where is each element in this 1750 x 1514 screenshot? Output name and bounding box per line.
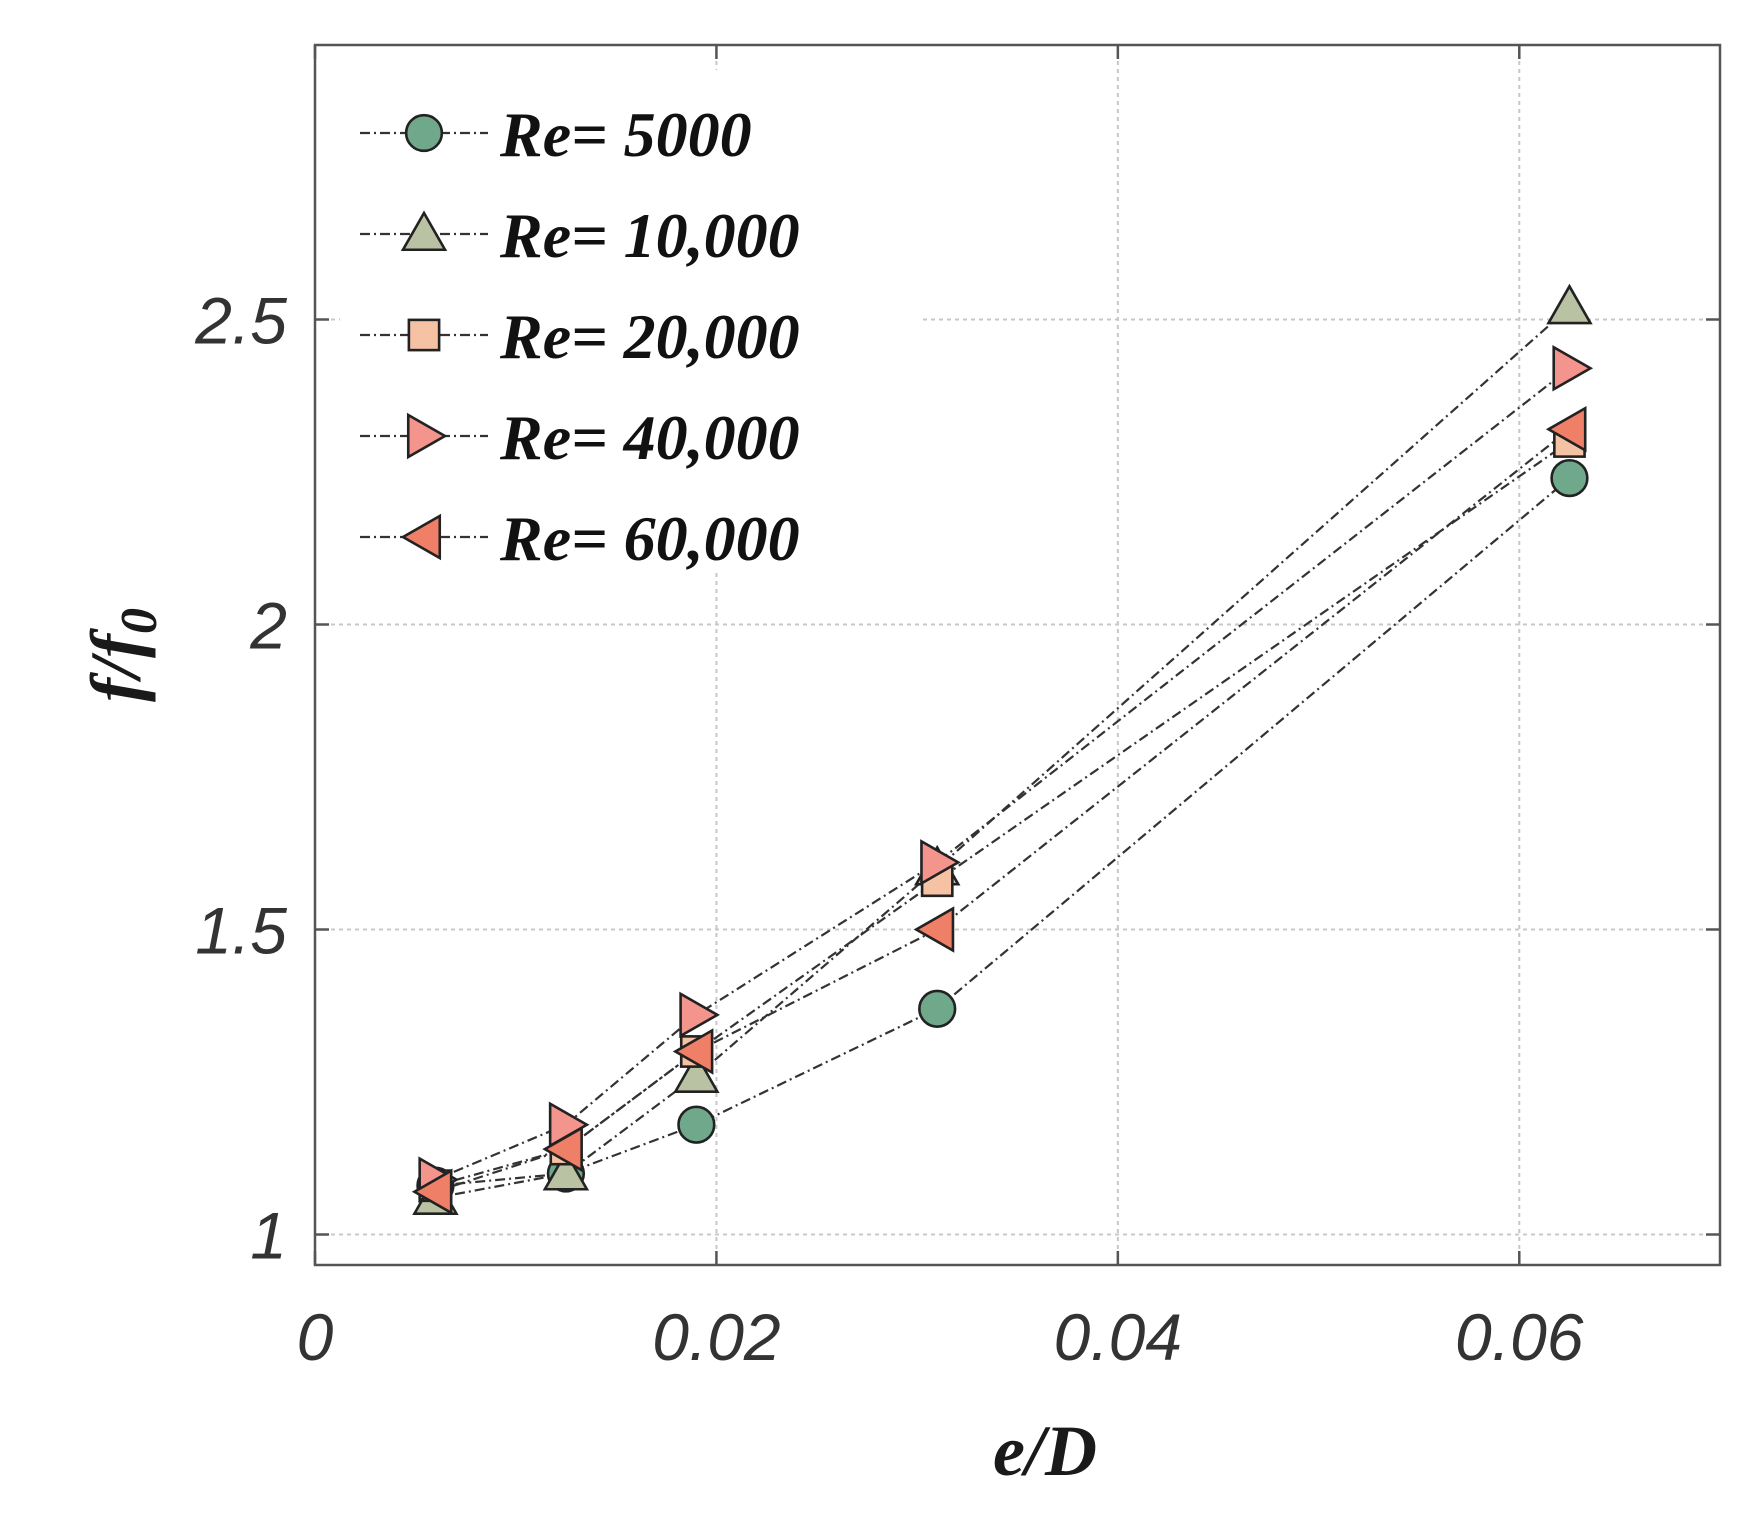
tick-marks [313, 45, 1720, 1265]
y-axis-label-subscript: 0 [111, 608, 168, 634]
data-point-series-3 [1552, 345, 1594, 392]
y-axis-label-main: f/f [76, 628, 156, 702]
series-markers [411, 283, 1594, 1216]
tick-labels: 0 0.02 0.04 0.06 1 1.5 2 2.5 [194, 284, 1584, 1375]
legend-label-0: Re= 5000 [499, 99, 752, 170]
legend-label-4: Re= 60,000 [499, 503, 800, 574]
data-point-series-4 [672, 1028, 714, 1075]
legend-label-1: Re= 10,000 [499, 200, 800, 271]
data-point-series-1 [673, 1052, 720, 1093]
legend-marker-1 [400, 210, 448, 252]
plot-frame [313, 43, 1722, 1267]
data-point-series-0 [1550, 458, 1589, 498]
series-line-0 [435, 477, 1571, 1187]
data-point-series-4 [542, 1125, 583, 1173]
data-point-series-0 [677, 1105, 716, 1144]
data-point-series-4 [1545, 406, 1587, 453]
data-point-series-4 [411, 1168, 453, 1216]
y-tick-label: 2 [249, 589, 287, 663]
x-tick-label: 0.04 [1054, 1300, 1182, 1374]
legend-marker-3 [406, 412, 448, 460]
legend: Re= 5000 Re= 10,000 Re= 20,000 Re= 40,000 Re… [340, 70, 920, 574]
data-point-series-4 [913, 906, 955, 953]
data-point-series-3 [920, 839, 961, 886]
data-point-series-3 [679, 991, 720, 1039]
x-tick-label: 0.06 [1455, 1300, 1584, 1374]
legend-marker-0 [404, 113, 444, 153]
y-tick-label: 1.5 [195, 894, 287, 968]
y-tick-label: 1 [250, 1199, 287, 1273]
y-axis-label: f/f0 [76, 608, 168, 702]
data-point-series-0 [918, 989, 957, 1028]
y-tick-label: 2.5 [194, 284, 287, 358]
svg-text:f/f0: f/f0 [76, 608, 168, 702]
legend-marker-2 [407, 318, 441, 352]
x-tick-label: 0.02 [652, 1300, 780, 1374]
series-line-3 [434, 367, 1571, 1181]
x-tick-label: 0 [297, 1300, 334, 1374]
data-point-series-1 [542, 1149, 590, 1191]
legend-marker-4 [400, 513, 442, 561]
data-point-series-1 [1546, 283, 1593, 325]
x-axis-label: e/D [993, 1411, 1097, 1491]
legend-label-3: Re= 40,000 [499, 402, 800, 473]
legend-label-2: Re= 20,000 [499, 301, 800, 372]
